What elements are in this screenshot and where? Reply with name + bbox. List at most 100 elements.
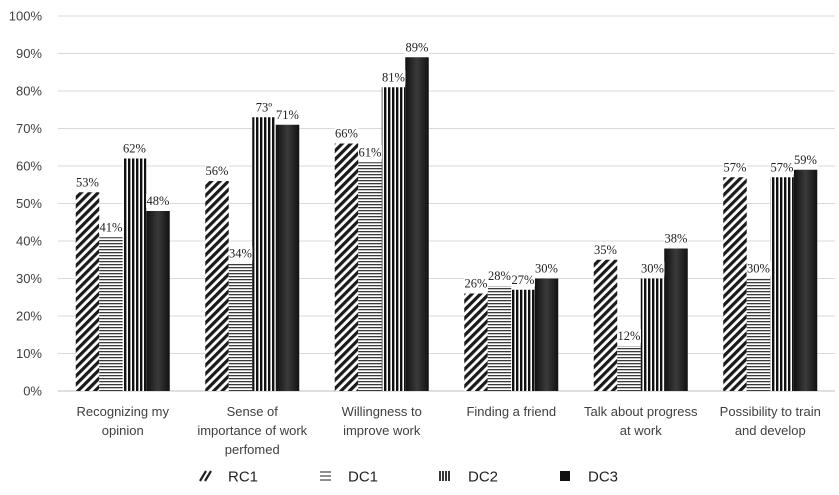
bar-dc3 xyxy=(146,211,170,391)
category-label: perfomed xyxy=(225,442,280,457)
data-label-bg xyxy=(405,40,429,55)
category-label: opinion xyxy=(102,423,144,438)
category-label: and develop xyxy=(735,423,806,438)
y-tick-label: 0% xyxy=(23,384,42,399)
data-label-bg xyxy=(334,126,359,141)
bar-dc2 xyxy=(381,87,406,391)
y-tick-label: 100% xyxy=(9,9,43,24)
legend-label-dc2: DC2 xyxy=(468,469,498,486)
data-label: 48% xyxy=(147,194,170,208)
bar-rc1 xyxy=(75,192,100,391)
data-label: 56% xyxy=(206,164,229,178)
data-label: 66% xyxy=(335,127,358,141)
legend-swatch-rc1 xyxy=(199,470,212,482)
y-tick-label: 90% xyxy=(16,46,42,61)
data-label: 81% xyxy=(382,70,405,84)
category-label: Willingness to xyxy=(342,404,422,419)
bar-dc3 xyxy=(534,278,559,391)
data-label-bg xyxy=(75,175,100,190)
data-label-bg xyxy=(746,261,771,276)
data-label-bg xyxy=(511,272,535,287)
legend-swatch-stroke xyxy=(204,470,212,482)
data-label-bg xyxy=(770,160,794,175)
bar-dc3 xyxy=(664,248,688,391)
bar-dc1 xyxy=(746,278,771,391)
legend-label-dc3: DC3 xyxy=(588,469,618,486)
data-label-bg xyxy=(664,231,688,246)
legend-label-rc1: RC1 xyxy=(228,469,258,486)
bar-rc1 xyxy=(334,143,359,391)
data-label-bg xyxy=(723,160,747,175)
category-label: at work xyxy=(620,423,662,438)
bar-dc1 xyxy=(228,263,253,391)
bar-dc2 xyxy=(511,289,535,391)
data-label-bg xyxy=(228,246,253,261)
legend-swatch-stroke xyxy=(199,470,207,482)
bar-dc2 xyxy=(770,177,794,391)
data-label-bg xyxy=(617,329,641,343)
category-label: Possibility to train xyxy=(720,404,821,419)
category-labels: Recognizing my opinion Sense of importance … xyxy=(77,404,821,457)
data-label-bg xyxy=(99,220,123,235)
bar-dc2 xyxy=(122,158,147,391)
data-label: 30% xyxy=(747,262,770,276)
category-label: importance of work xyxy=(197,423,307,438)
data-label-bg xyxy=(593,242,618,257)
data-label: 30% xyxy=(535,262,558,276)
data-label: 26% xyxy=(465,277,488,291)
y-tick-label: 40% xyxy=(16,234,42,249)
bar-dc1 xyxy=(358,162,382,391)
legend-swatch-dc1 xyxy=(320,471,331,481)
bars xyxy=(75,57,818,391)
data-label-bg xyxy=(358,145,382,160)
data-labels: 53%41%62%48%56%34%73º71%66%61%81%89%26%2… xyxy=(75,40,818,343)
bar-rc1 xyxy=(723,177,747,391)
data-label: 35% xyxy=(594,243,617,257)
gridlines xyxy=(58,15,835,392)
category-label: Talk about progress xyxy=(584,404,698,419)
data-label: 30% xyxy=(641,262,664,276)
legend: RC1 DC1 DC2 DC3 xyxy=(199,469,618,486)
data-label-bg xyxy=(534,261,559,276)
category-label: improve work xyxy=(343,423,421,438)
bar-dc1 xyxy=(617,346,641,391)
y-tick-label: 80% xyxy=(16,84,42,99)
y-tick-label: 70% xyxy=(16,121,42,136)
data-label: 34% xyxy=(229,247,252,261)
bar-dc1 xyxy=(99,237,123,391)
data-label-bg xyxy=(464,276,488,291)
bar-dc3 xyxy=(793,169,818,391)
data-label: 28% xyxy=(488,269,511,283)
y-tick-label: 50% xyxy=(16,196,42,211)
data-label: 73º xyxy=(256,100,273,114)
legend-swatch-fill xyxy=(560,471,570,481)
data-label-bg xyxy=(205,164,229,178)
bar-rc1 xyxy=(205,181,229,391)
data-label: 71% xyxy=(276,108,299,122)
data-label-bg xyxy=(122,141,147,156)
data-label: 59% xyxy=(794,153,817,167)
data-label-bg xyxy=(275,107,300,122)
data-label: 27% xyxy=(512,273,535,287)
category-label: Recognizing my xyxy=(77,404,170,419)
bar-rc1 xyxy=(464,293,488,391)
data-label: 38% xyxy=(665,232,688,246)
bar-dc3 xyxy=(405,57,429,391)
data-label: 57% xyxy=(771,160,794,174)
bar-dc2 xyxy=(640,278,665,391)
data-label: 57% xyxy=(724,160,747,174)
data-label-bg xyxy=(146,194,170,208)
y-axis-ticks: 0% 10% 20% 30% 40% 50% 60% 70% 80% 90% 100% xyxy=(9,9,43,399)
bar-rc1 xyxy=(593,259,618,391)
legend-swatch-dc2 xyxy=(439,471,450,481)
data-label: 61% xyxy=(359,145,382,159)
category-label: Finding a friend xyxy=(466,404,556,419)
y-tick-label: 20% xyxy=(16,309,42,324)
data-label: 62% xyxy=(123,142,146,156)
data-label-bg xyxy=(487,269,512,283)
y-tick-label: 10% xyxy=(16,346,42,361)
data-label-bg xyxy=(381,70,406,85)
data-label: 89% xyxy=(406,40,429,54)
